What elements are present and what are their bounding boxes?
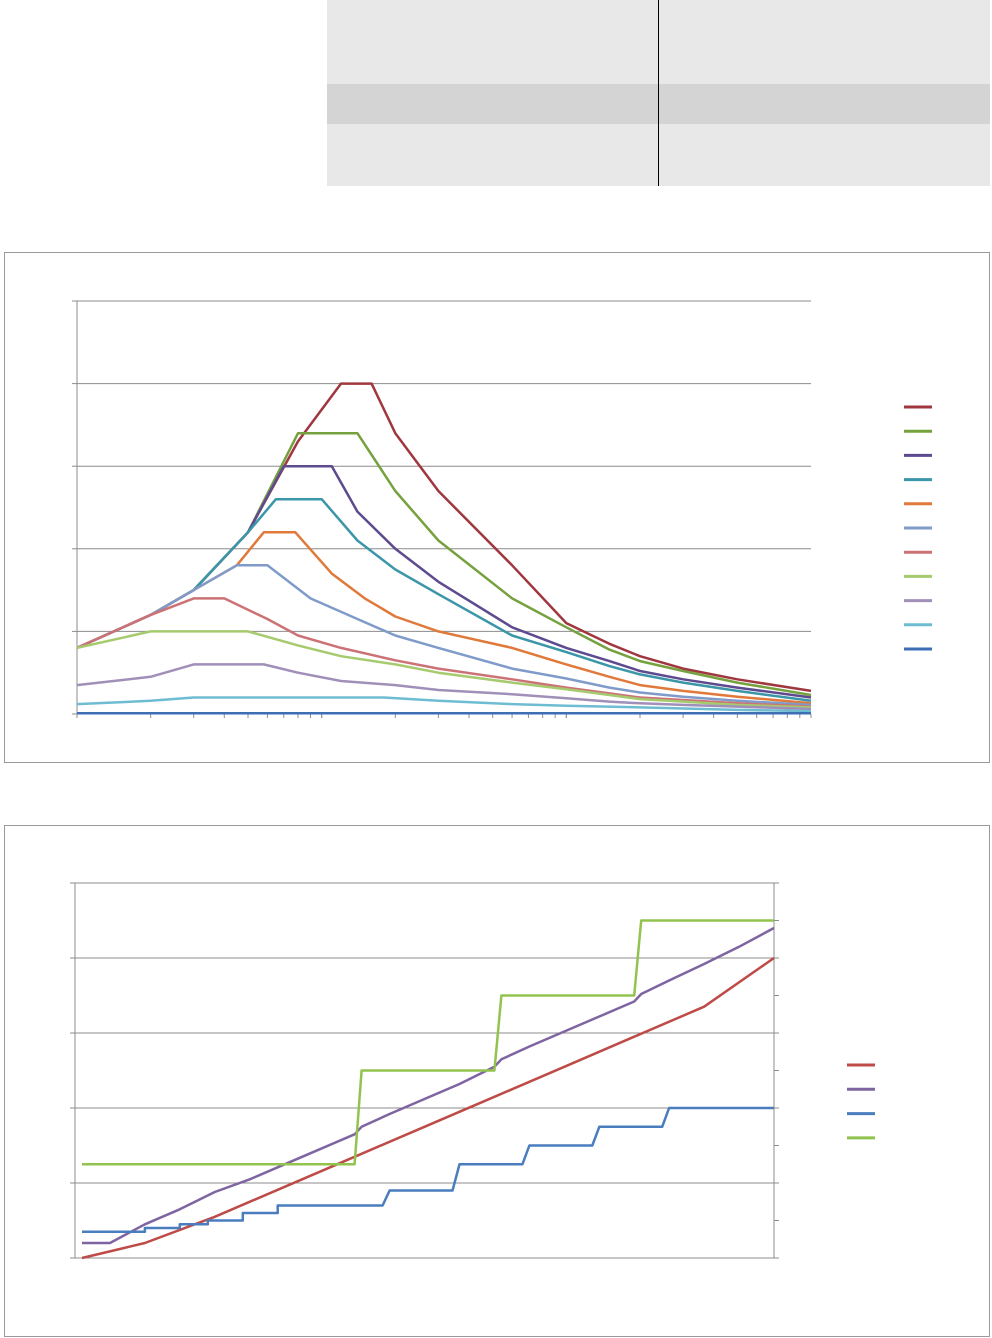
legend: [847, 1063, 875, 1140]
legend: [904, 405, 932, 651]
series-line-4: [82, 919, 774, 1166]
series-line-3: [76, 464, 812, 699]
series-line-7: [76, 597, 812, 708]
series-line-5: [76, 531, 812, 705]
series-line-6: [76, 564, 812, 707]
chart-panel-2: [4, 825, 990, 1337]
series-line-2: [76, 431, 812, 697]
header-table: [327, 0, 990, 186]
line-chart-1: [72, 300, 932, 718]
series-line-2: [82, 926, 775, 1245]
plot-area: [70, 882, 779, 1260]
series-line-4: [76, 497, 812, 703]
series-line-3: [82, 1106, 774, 1234]
chart-panel-1: [4, 252, 990, 763]
table-column-divider: [658, 0, 659, 186]
series-line-9: [76, 663, 812, 711]
series-line-1: [76, 382, 812, 693]
series-line-10: [76, 696, 812, 713]
line-chart-2: [70, 882, 875, 1260]
plot-area: [72, 300, 812, 718]
series-line-8: [76, 630, 812, 709]
